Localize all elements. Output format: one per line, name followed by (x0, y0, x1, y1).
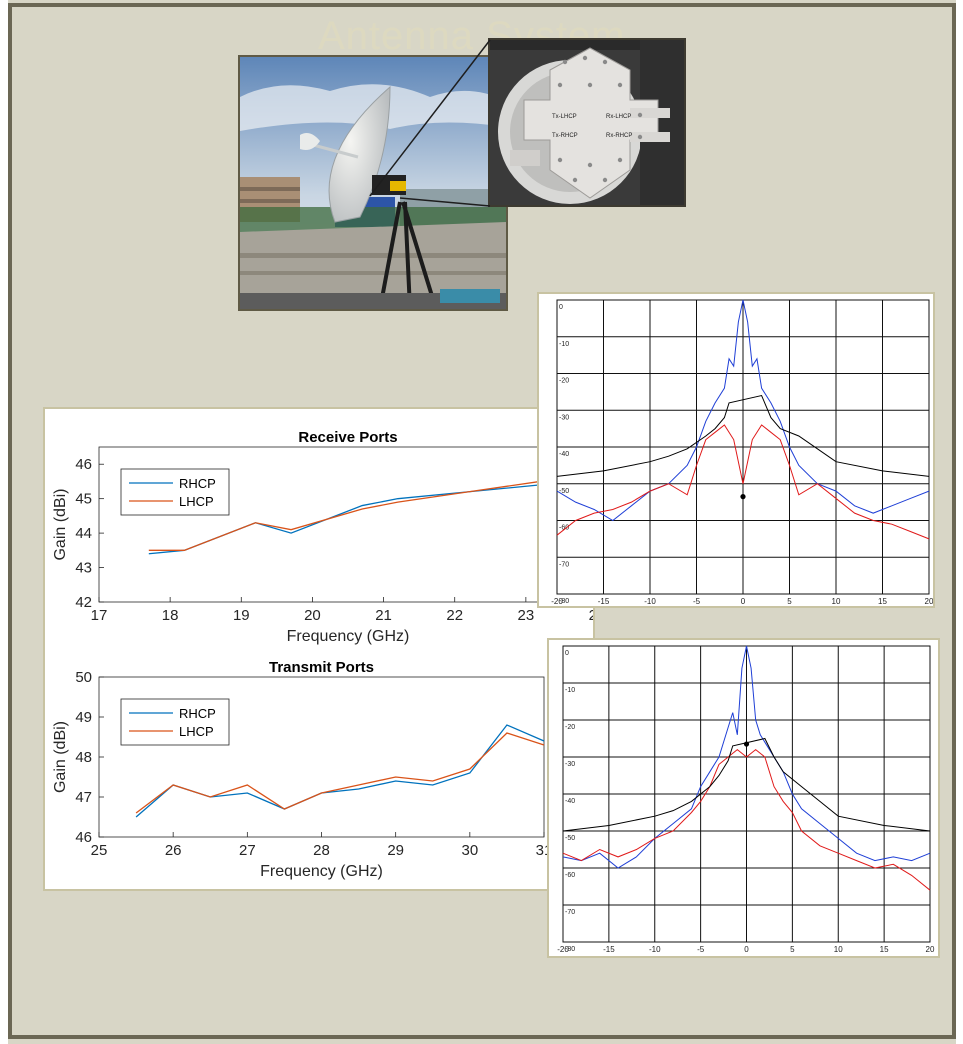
x-tick-label: 21 (375, 607, 392, 624)
y-tick-label: 42 (75, 594, 92, 611)
receive-pattern-chart: -20 -15 -10 -5 0 5 10 15 200-10-20-30-40-50-60-7… (551, 299, 934, 606)
receive-pattern-panel: -20 -15 -10 -5 0 5 10 15 20 0 -10 -20 -30 -40 -50 -60 -7… (537, 292, 935, 608)
x-tick-label: 15 (878, 597, 887, 606)
gain-chart-panel: 17181920212223244243444546Receive PortsF… (43, 407, 605, 891)
transmit-pattern-chart: -20 -15 -10 -5 0 5 10 15 200-10-20-30-40-50-60-7… (557, 645, 935, 954)
receive-ports-chart: 17181920212223244243444546Receive PortsF… (52, 429, 605, 645)
x-tick-label: 27 (239, 842, 256, 859)
port-label-tx-lhcp: Tx-LHCP (552, 114, 577, 120)
chart-title: Transmit Ports (269, 659, 374, 676)
legend-label: LHCP (179, 724, 214, 739)
slide-right-margin (956, 0, 963, 1044)
port-label-tx-rhcp: Tx-RHCP (552, 133, 578, 139)
slide-frame (8, 3, 956, 1039)
x-tick-label: 0 (744, 945, 749, 954)
y-tick-label: -80 (559, 598, 569, 605)
pattern-marker-point (740, 494, 746, 500)
feed-photo-image: Tx-LHCP Rx-LHCP Tx-RHCP Rx-RHCP (490, 40, 684, 205)
y-tick-label: 44 (75, 525, 92, 542)
y-tick-label: 49 (75, 709, 92, 726)
x-tick-label: -10 (649, 945, 661, 954)
x-tick-label: 5 (790, 945, 795, 954)
y-axis-label: Gain (dBi) (52, 488, 69, 560)
legend-label: RHCP (179, 706, 216, 721)
y-tick-label: -50 (559, 488, 569, 495)
x-tick-label: 20 (925, 597, 933, 606)
x-tick-label: 10 (834, 945, 843, 954)
y-tick-label: 45 (75, 491, 92, 508)
y-tick-label: 43 (75, 560, 92, 577)
pattern-series-xpol (556, 424, 930, 540)
x-tick-label: 29 (387, 842, 404, 859)
pattern-series-envelope (556, 394, 930, 477)
legend-label: RHCP (179, 476, 216, 491)
x-tick-label: 22 (446, 607, 463, 624)
x-tick-label: 25 (91, 842, 108, 859)
series-line-lhcp (148, 480, 597, 551)
x-tick-label: -10 (644, 597, 656, 606)
y-tick-label: 0 (565, 650, 569, 657)
pattern-series-envelope (562, 737, 931, 832)
x-tick-label: -20 (557, 945, 569, 954)
feed-photo: Tx-LHCP Rx-LHCP Tx-RHCP Rx-RHCP (488, 38, 686, 207)
y-tick-label: -30 (565, 761, 575, 768)
pattern-marker-point (743, 741, 750, 747)
port-label-rx-lhcp: Rx-LHCP (606, 114, 631, 120)
x-tick-label: 26 (165, 842, 182, 859)
slide-left-margin (0, 0, 8, 1044)
x-tick-label: 10 (832, 597, 841, 606)
x-axis-label: Frequency (GHz) (260, 863, 383, 880)
y-tick-label: 46 (75, 456, 92, 473)
x-tick-label: -5 (693, 597, 701, 606)
y-tick-label: -70 (565, 909, 575, 916)
x-tick-label: -15 (603, 945, 615, 954)
x-axis-label: Frequency (GHz) (287, 628, 410, 645)
y-tick-label: 47 (75, 789, 92, 806)
x-tick-label: 30 (461, 842, 478, 859)
y-tick-label: -10 (565, 687, 575, 694)
port-label-rx-rhcp: Rx-RHCP (606, 133, 632, 139)
y-tick-label: -80 (565, 946, 575, 953)
y-tick-label: -60 (559, 525, 569, 532)
legend-label: LHCP (179, 494, 214, 509)
x-tick-label: 0 (741, 597, 746, 606)
gain-chart: 17181920212223244243444546Receive PortsF… (52, 429, 605, 880)
y-tick-label: -20 (565, 724, 575, 731)
x-tick-label: -5 (697, 945, 705, 954)
y-tick-label: -40 (565, 798, 575, 805)
legend-box (120, 698, 230, 746)
series-line-lhcp (135, 732, 545, 814)
x-tick-label: 23 (518, 607, 535, 624)
y-tick-label: -50 (565, 835, 575, 842)
transmit-pattern-panel: -20 -15 -10 -5 0 5 10 15 20 0 -10 -20 -30 -40 -50 -60 -7… (547, 638, 940, 958)
x-tick-label: 20 (304, 607, 321, 624)
legend-box (120, 468, 230, 516)
y-tick-label: -40 (559, 451, 569, 458)
y-axis-label: Gain (dBi) (52, 721, 69, 793)
y-tick-label: -70 (559, 561, 569, 568)
y-tick-label: 50 (75, 669, 92, 686)
x-tick-label: -20 (551, 597, 563, 606)
x-tick-label: -15 (598, 597, 610, 606)
y-tick-label: -60 (565, 872, 575, 879)
x-tick-label: 28 (313, 842, 330, 859)
y-tick-label: -30 (559, 414, 569, 421)
y-tick-label: -20 (559, 378, 569, 385)
pattern-series-xpol (562, 748, 931, 891)
y-tick-label: 48 (75, 749, 92, 766)
x-tick-label: 19 (233, 607, 250, 624)
y-tick-label: 0 (559, 304, 563, 311)
x-tick-label: 20 (926, 945, 935, 954)
x-tick-label: 5 (787, 597, 792, 606)
chart-title: Receive Ports (298, 429, 397, 446)
x-tick-label: 18 (162, 607, 179, 624)
y-tick-label: 46 (75, 829, 92, 846)
y-tick-label: -10 (559, 341, 569, 348)
x-tick-label: 15 (880, 945, 889, 954)
x-tick-label: 17 (91, 607, 108, 624)
